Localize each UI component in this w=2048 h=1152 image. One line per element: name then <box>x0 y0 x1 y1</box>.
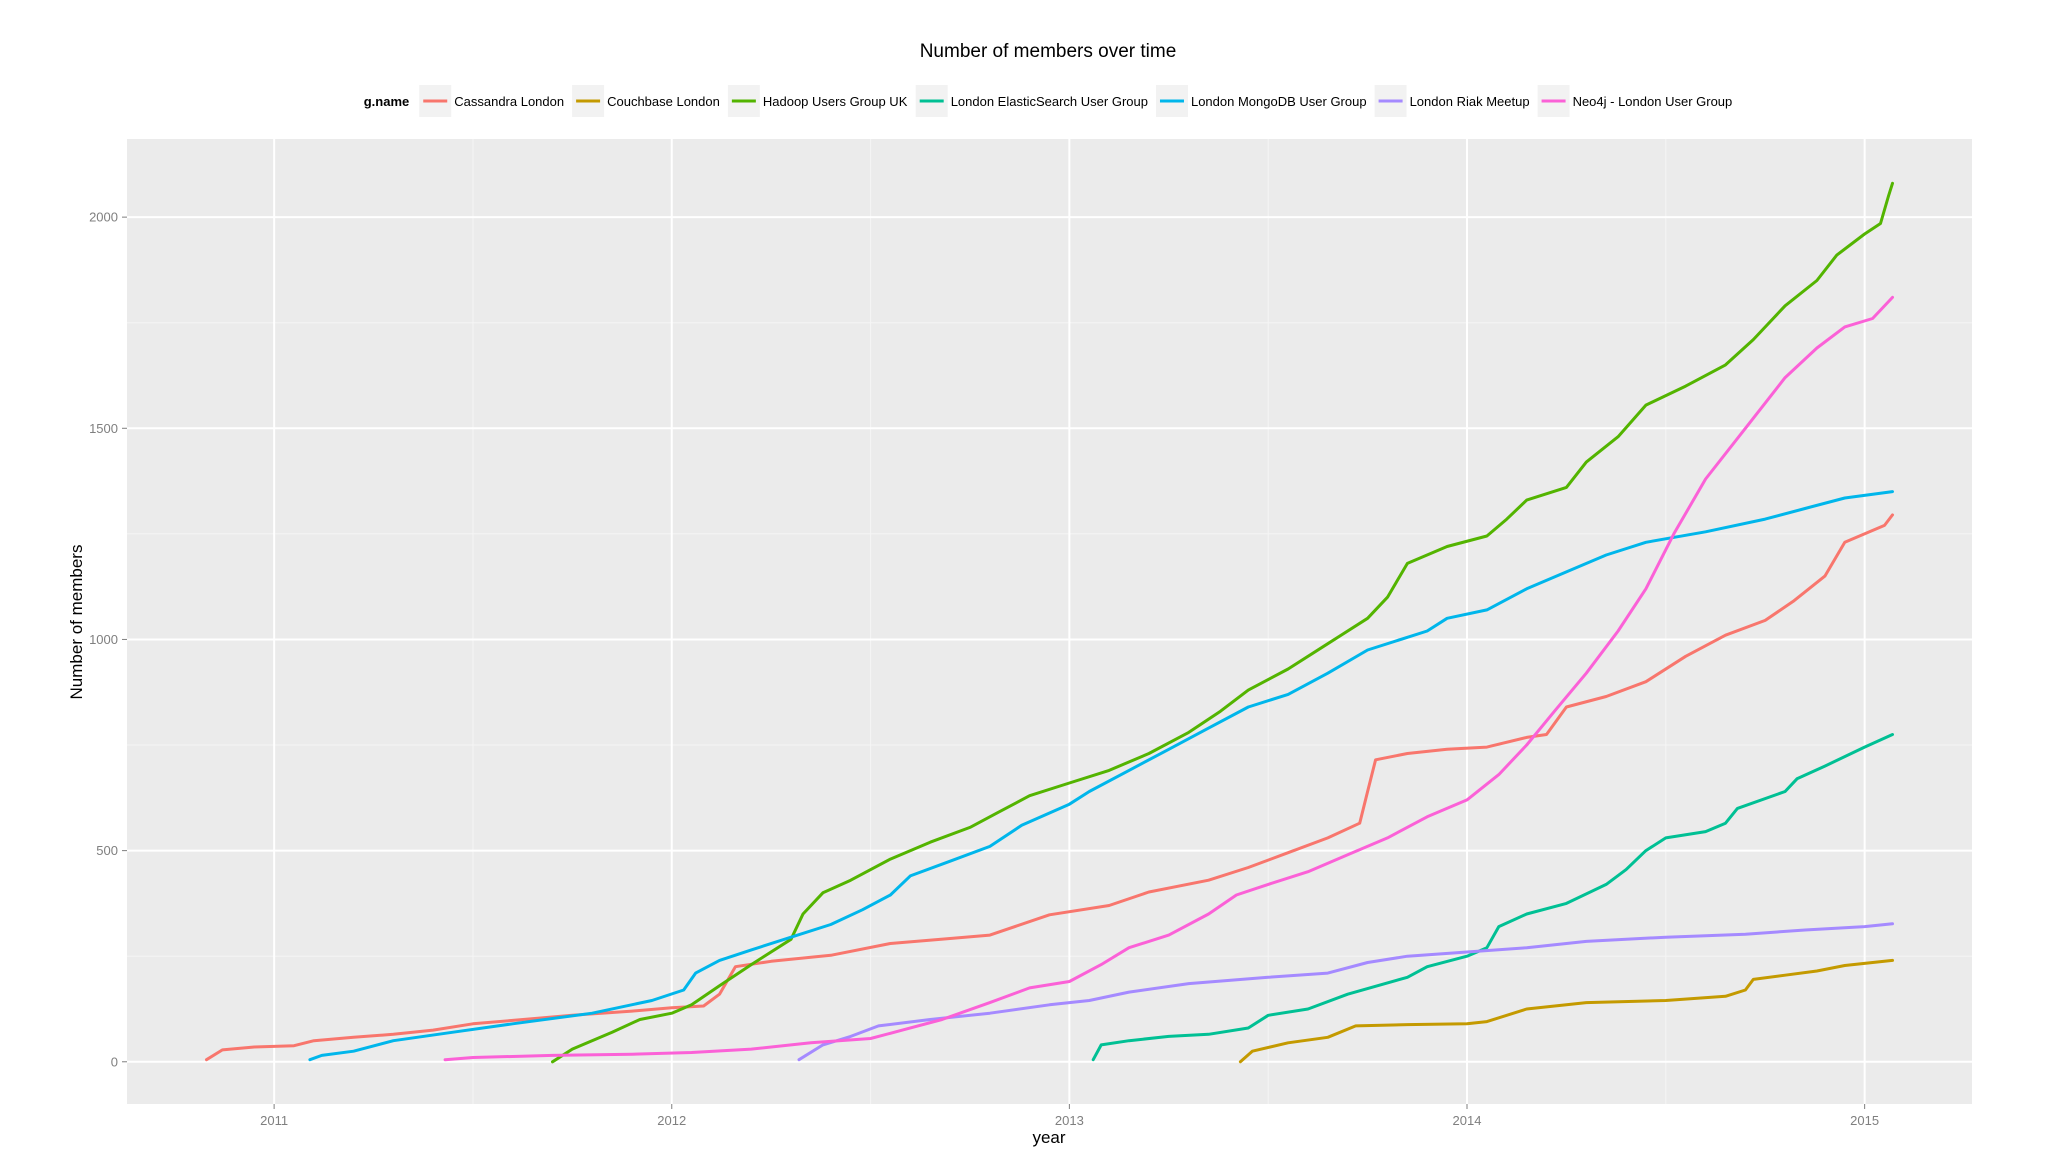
plot-panel <box>127 139 1972 1104</box>
legend-label-couchbase-london: Couchbase London <box>607 94 720 109</box>
y-axis-ticks: 0 500 1000 1500 2000 <box>89 210 127 1069</box>
major-gridlines <box>127 139 1972 1104</box>
y-tick-label: 0 <box>111 1054 118 1069</box>
x-tick-label: 2013 <box>1055 1113 1084 1128</box>
x-tick-label: 2014 <box>1453 1113 1482 1128</box>
series-line-london-mongodb-user-group <box>308 490 1894 1062</box>
y-tick-label: 500 <box>96 843 118 858</box>
legend-label-neo4j-london-user-group: Neo4j - London User Group <box>1573 94 1733 109</box>
y-tick-label: 1500 <box>89 421 118 436</box>
legend: g.name Cassandra London Couchbase London Ha… <box>364 85 1733 117</box>
series-line-london-elasticsearch-user-group <box>1091 733 1894 1062</box>
x-axis-title: year <box>1032 1128 1065 1147</box>
legend-label-cassandra-london: Cassandra London <box>454 94 564 109</box>
series-line-cassandra-london <box>205 513 1894 1062</box>
x-tick-label: 2011 <box>260 1113 288 1128</box>
legend-label-london-riak-meetup: London Riak Meetup <box>1410 94 1530 109</box>
minor-gridlines <box>127 139 1972 1104</box>
series-line-couchbase-london <box>1238 958 1894 1064</box>
legend-label-hadoop-users-group-uk: Hadoop Users Group UK <box>763 94 908 109</box>
legend-label-london-elasticsearch-user-group: London ElasticSearch User Group <box>951 94 1148 109</box>
y-tick-label: 2000 <box>89 210 118 225</box>
x-tick-label: 2015 <box>1850 1113 1879 1128</box>
y-tick-label: 1000 <box>89 632 118 647</box>
series-line-hadoop-users-group-uk <box>551 181 1894 1064</box>
x-axis-ticks: 2011 2012 2013 2014 2015 <box>260 1104 1879 1128</box>
series-line-neo4j-london-user-group <box>443 295 1894 1062</box>
series-line-london-riak-meetup <box>797 922 1894 1062</box>
legend-label-london-mongodb-user-group: London MongoDB User Group <box>1191 94 1367 109</box>
chart-title: Number of members over time <box>920 41 1177 62</box>
x-tick-label: 2012 <box>657 1113 686 1128</box>
y-axis-title: Number of members <box>67 545 86 700</box>
series-lines <box>205 181 1894 1064</box>
legend-title: g.name <box>364 94 410 109</box>
